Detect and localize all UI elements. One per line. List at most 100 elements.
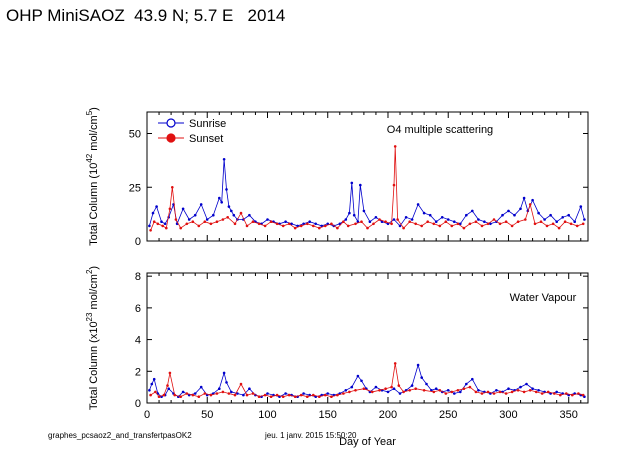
data-point-sunset bbox=[522, 390, 526, 394]
data-point-sunrise bbox=[199, 203, 203, 206]
data-point-sunset bbox=[173, 393, 176, 397]
data-point-sunset bbox=[492, 218, 496, 221]
data-point-sunrise bbox=[193, 392, 197, 395]
data-point-sunrise bbox=[222, 371, 226, 375]
data-point-sunset bbox=[565, 392, 568, 395]
data-point-sunset bbox=[516, 389, 520, 392]
data-point-sunrise bbox=[359, 183, 362, 187]
data-point-sunrise bbox=[513, 213, 516, 217]
data-point-sunrise bbox=[583, 218, 586, 221]
series-line-sunrise bbox=[149, 159, 585, 227]
data-point-sunset bbox=[245, 393, 249, 397]
data-point-sunset bbox=[474, 220, 478, 223]
data-point-sunset bbox=[324, 224, 327, 228]
data-point-sunset bbox=[402, 226, 405, 230]
data-point-sunset bbox=[456, 389, 460, 392]
y-tick-label: 25 bbox=[129, 182, 141, 194]
plot-frame bbox=[146, 111, 589, 242]
data-point-sunset bbox=[450, 224, 454, 228]
data-point-sunset bbox=[221, 218, 225, 221]
data-point-sunrise bbox=[150, 382, 154, 386]
data-point-sunrise bbox=[148, 389, 151, 392]
data-point-sunset bbox=[233, 393, 237, 397]
data-point-sunrise bbox=[314, 222, 318, 226]
data-point-sunset bbox=[540, 392, 544, 395]
data-point-sunrise bbox=[404, 216, 408, 219]
data-point-sunset bbox=[492, 392, 496, 395]
data-point-sunrise bbox=[284, 220, 287, 223]
data-point-sunset bbox=[462, 226, 466, 230]
data-point-sunrise bbox=[151, 211, 155, 215]
data-point-sunset bbox=[342, 392, 345, 395]
data-point-sunrise bbox=[453, 392, 456, 395]
data-point-sunrise bbox=[163, 222, 167, 226]
data-point-sunrise bbox=[398, 392, 402, 395]
data-point-sunset bbox=[474, 390, 478, 394]
data-point-sunrise bbox=[199, 385, 203, 389]
data-point-sunrise bbox=[160, 220, 163, 223]
data-point-sunset bbox=[438, 389, 442, 392]
data-point-sunrise bbox=[420, 376, 424, 379]
data-point-sunset bbox=[346, 224, 350, 228]
data-point-sunrise bbox=[167, 387, 170, 391]
data-point-sunset bbox=[165, 226, 168, 230]
data-point-sunrise bbox=[230, 390, 233, 394]
data-point-sunset bbox=[342, 220, 345, 223]
data-point-sunset bbox=[498, 390, 502, 394]
legend-label: Sunset bbox=[189, 133, 223, 145]
data-point-sunset bbox=[390, 385, 393, 389]
data-point-sunset bbox=[528, 389, 532, 392]
x-tick-label: 200 bbox=[379, 409, 397, 421]
y-axis-label: Total Column (x1023 mol/cm2) bbox=[85, 266, 100, 410]
data-point-sunrise bbox=[248, 213, 251, 217]
legend: Sunrise Sunset bbox=[158, 118, 226, 145]
data-point-sunset bbox=[422, 389, 426, 392]
data-point-sunrise bbox=[232, 213, 236, 217]
data-point-sunset bbox=[152, 220, 156, 223]
data-point-sunset bbox=[197, 224, 201, 228]
data-point-sunrise bbox=[392, 387, 396, 391]
panel-annotation: Water Vapour bbox=[510, 292, 577, 304]
bottom-panel: 0 2 4 6 8 0 50 100 150 200 250 300 350 Day of Year Tot… bbox=[85, 266, 589, 448]
data-point-sunset bbox=[571, 393, 574, 397]
data-point-sunset bbox=[157, 395, 161, 399]
data-point-sunrise bbox=[148, 224, 151, 228]
data-point-sunset bbox=[281, 395, 285, 399]
data-point-sunset bbox=[306, 395, 309, 399]
legend-marker bbox=[166, 118, 176, 128]
x-tick-label: 250 bbox=[439, 409, 457, 421]
data-point-sunrise bbox=[266, 218, 269, 221]
legend-marker bbox=[166, 133, 176, 143]
panel-annotation: O4 multiple scattering bbox=[387, 124, 493, 136]
data-point-sunrise bbox=[416, 363, 420, 367]
data-point-sunrise bbox=[477, 389, 480, 392]
legend-label: Sunrise bbox=[189, 118, 226, 130]
data-point-sunset bbox=[504, 220, 508, 223]
data-point-sunrise bbox=[519, 385, 522, 389]
data-point-sunset bbox=[510, 390, 514, 394]
data-point-sunset bbox=[312, 224, 315, 228]
data-point-sunrise bbox=[181, 390, 185, 394]
x-tick-label: 50 bbox=[201, 409, 213, 421]
data-point-sunset bbox=[444, 392, 448, 395]
data-point-sunrise bbox=[218, 387, 221, 391]
data-point-sunset bbox=[468, 385, 472, 389]
data-point-sunrise bbox=[290, 222, 293, 226]
data-point-sunset bbox=[486, 222, 490, 226]
data-point-sunset bbox=[371, 390, 374, 394]
data-point-sunrise bbox=[537, 211, 540, 215]
data-point-sunset bbox=[149, 229, 152, 232]
data-point-sunrise bbox=[477, 218, 480, 221]
data-point-sunset bbox=[171, 186, 174, 189]
chart-title: OHP MiniSAOZ 43.9 N; 5.7 E 2014 bbox=[6, 6, 286, 25]
data-point-sunset bbox=[414, 222, 418, 226]
data-point-sunrise bbox=[218, 196, 221, 200]
data-point-sunrise bbox=[459, 222, 462, 226]
data-point-sunrise bbox=[483, 220, 486, 223]
data-point-sunset bbox=[293, 395, 297, 399]
data-point-sunset bbox=[397, 384, 401, 387]
data-point-sunrise bbox=[428, 213, 432, 217]
data-point-sunset bbox=[312, 393, 315, 397]
data-point-sunset bbox=[197, 395, 201, 399]
data-point-sunset bbox=[203, 392, 207, 395]
